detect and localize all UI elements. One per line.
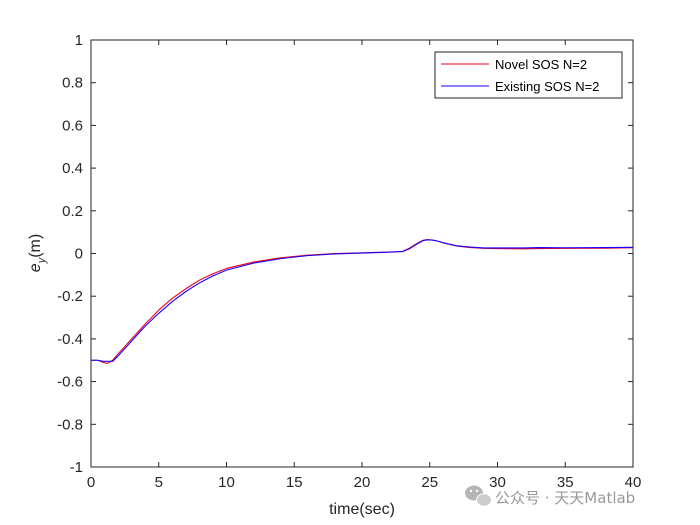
y-tick-label: 0.6 bbox=[62, 117, 83, 134]
x-tick-label: 15 bbox=[286, 474, 303, 491]
x-tick-label: 30 bbox=[489, 474, 506, 491]
legend: Novel SOS N=2 Existing SOS N=2 bbox=[434, 51, 623, 99]
watermark: 公众号 · 天天Matlab bbox=[465, 485, 635, 507]
legend-label-novel: Novel SOS N=2 bbox=[495, 57, 587, 72]
y-axis-label-base: e bbox=[27, 263, 44, 272]
x-axis-label: time(sec) bbox=[329, 501, 395, 518]
x-tick-label: 35 bbox=[557, 474, 574, 491]
y-tick-label: -0.6 bbox=[57, 374, 83, 391]
y-tick-label: -0.4 bbox=[57, 331, 83, 348]
x-tick-label: 40 bbox=[625, 474, 642, 491]
y-axis-label-suffix: (m) bbox=[27, 234, 44, 258]
legend-label-existing: Existing SOS N=2 bbox=[495, 79, 599, 94]
x-tick-label: 20 bbox=[354, 474, 371, 491]
series-layer bbox=[90, 239, 634, 365]
y-tick-label: -0.8 bbox=[57, 416, 83, 433]
y-tick-label: 0 bbox=[75, 246, 83, 263]
y-axis-label-subscript: y bbox=[36, 256, 48, 264]
x-tick-label: 10 bbox=[218, 474, 235, 491]
y-axis-label: ey(m) bbox=[27, 234, 48, 272]
y-tick-label: 0.8 bbox=[62, 75, 83, 92]
watermark-text: 公众号 · 天天Matlab bbox=[495, 489, 635, 507]
wechat-icon bbox=[465, 485, 492, 507]
x-tick-label: 0 bbox=[87, 474, 95, 491]
x-tick-label: 5 bbox=[155, 474, 163, 491]
y-tick-label: -0.2 bbox=[57, 288, 83, 305]
y-tick-label: 1 bbox=[75, 32, 83, 49]
x-tick-label: 25 bbox=[421, 474, 438, 491]
y-tick-label: 0.4 bbox=[62, 160, 83, 177]
y-tick-label: 0.2 bbox=[62, 203, 83, 220]
series-line-existing bbox=[90, 239, 634, 362]
y-tick-label: -1 bbox=[70, 459, 83, 476]
ticks-layer: 0 5 10 15 20 25 30 35 40 -1 -0.8 -0.6 -0.4 -0.2 0 0.2 0.… bbox=[57, 32, 641, 491]
legend-box bbox=[434, 51, 623, 99]
